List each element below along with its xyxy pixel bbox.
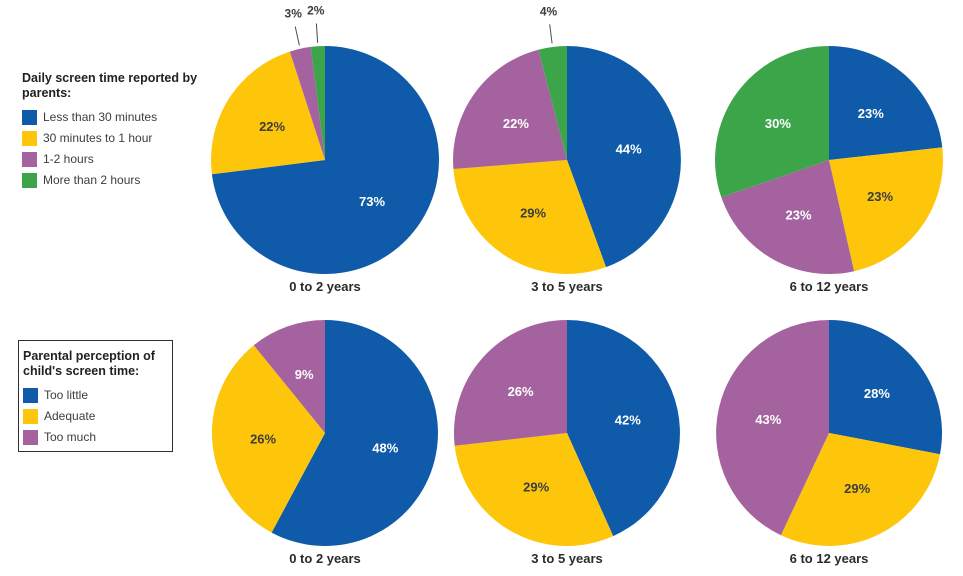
pie-slice-adequate [780,433,940,546]
legend-item-adequate: Adequate [23,408,166,424]
pie-screen-time-0-2-years: 73% 22% 3% 2% [170,0,480,325]
pie-svg: 73% 22% 3% 2% [211,3,439,274]
slice-label-inside: 23% [785,207,811,222]
pie-slice-30-minutes-to-1-hour [453,160,606,274]
pie-slice-30-minutes-to-1-hour [829,147,943,272]
pie-caption-0-2-years-row2: 0 to 2 years [289,551,361,566]
label-leader-line [549,24,553,44]
legend-perception-items: Too little Adequate Too much [23,387,166,445]
legend-swatch-1-2-hours [22,151,37,167]
pie-svg: 48% 26% 9% [211,319,438,546]
pie-slice-adequate [211,345,325,533]
legend-item-less-than-30-minutes: Less than 30 minutes [22,109,207,125]
pie-slice-1-2-hours [721,160,855,274]
pie-slice-less-than-30-minutes [829,46,943,160]
pie-slice-less-than-30-minutes [211,46,439,274]
legend-item-label: More than 2 hours [43,172,141,187]
slice-label-inside: 73% [359,194,385,209]
legend-swatch-30-minutes-to-1-hour [22,130,37,146]
slice-label-inside: 29% [520,205,546,220]
pie-perception-0-2-years: 48% 26% 9% [170,268,480,576]
slice-label-outside: 2% [307,3,325,17]
slice-label-inside: 43% [755,412,781,427]
legend-swatch-more-than-2-hours [22,172,37,188]
pie-svg: 28% 29% 43% [716,320,943,546]
slice-label-inside: 23% [867,189,893,204]
pie-perception-3-5-years: 42% 29% 26% [412,268,722,576]
slice-label-inside: 30% [765,116,791,131]
legend-item-label: Adequate [44,408,96,423]
legend-screen-time-title: Daily screen time reported by parents: [22,71,198,100]
legend-item-label: 1-2 hours [43,151,94,166]
label-leader-line [315,23,319,43]
slice-label-inside: 26% [508,384,534,399]
legend-swatch-adequate [23,408,38,424]
pie-slice-too-much [716,320,829,536]
pie-perception-6-12-years: 28% 29% 43% [674,268,963,576]
pie-slice-30-minutes-to-1-hour [211,51,325,175]
pie-slice-more-than-2-hours [538,46,567,160]
label-leader-line [294,26,300,46]
pie-svg: 44% 29% 22% 4% [453,4,681,274]
pie-caption-3-5-years-row1: 3 to 5 years [531,279,603,294]
legend-swatch-too-much [23,429,38,445]
pie-slice-too-much [453,320,567,446]
pie-slice-too-little [567,320,680,537]
slice-label-inside: 22% [259,119,285,134]
pie-slice-more-than-2-hours [715,46,829,198]
slice-label-inside: 48% [372,441,398,456]
pie-slice-adequate [454,433,614,546]
slice-label-inside: 9% [295,367,314,382]
slice-label-inside: 42% [615,413,641,428]
pie-caption-6-12-years-row1: 6 to 12 years [789,279,869,294]
slice-label-inside: 44% [616,142,642,157]
slice-label-inside: 22% [503,116,529,131]
pie-slice-1-2-hours [289,46,325,160]
pie-caption-6-12-years-row2: 6 to 12 years [789,551,869,566]
pie-svg: 23% 23% 23% 30% [715,46,943,274]
slice-label-inside: 29% [844,481,870,496]
pie-slice-too-little [829,320,943,455]
pie-screen-time-3-5-years: 44% 29% 22% 4% [412,0,722,325]
legend-item-label: Less than 30 minutes [43,109,158,124]
legend-item-label: Too little [44,387,89,402]
slice-label-inside: 28% [864,386,890,401]
legend-swatch-less-than-30-minutes [22,109,37,125]
legend-swatch-too-little [23,387,38,403]
legend-item-1-2-hours: 1-2 hours [22,151,207,167]
pie-slice-1-2-hours [453,49,567,170]
pie-svg: 42% 29% 26% [453,320,680,546]
slice-label-inside: 29% [523,480,549,495]
legend-item-too-much: Too much [23,429,166,445]
slice-label-outside: 3% [285,7,303,21]
legend-item-30-minutes-to-1-hour: 30 minutes to 1 hour [22,130,207,146]
pie-screen-time-6-12-years: 23% 23% 23% 30% [674,0,963,325]
slice-label-inside: 23% [858,106,884,121]
legend-perception: Parental perception of child's screen ti… [18,340,173,452]
pie-caption-3-5-years-row2: 3 to 5 years [531,551,603,566]
slice-label-inside: 26% [250,431,276,446]
pie-slice-less-than-30-minutes [567,46,681,268]
slice-label-outside: 4% [540,4,558,18]
pie-slice-too-little [271,320,438,546]
pie-caption-0-2-years-row1: 0 to 2 years [289,279,361,294]
legend-screen-time-items: Less than 30 minutes 30 minutes to 1 hour… [22,109,207,188]
pie-slice-too-much [253,319,325,433]
legend-item-too-little: Too little [23,387,166,403]
legend-perception-title: Parental perception of child's screen ti… [23,349,155,378]
legend-item-more-than-2-hours: More than 2 hours [22,172,207,188]
legend-item-label: 30 minutes to 1 hour [43,130,153,145]
pie-slice-more-than-2-hours [310,46,325,160]
legend-item-label: Too much [44,429,97,444]
legend-screen-time: Daily screen time reported by parents: L… [22,71,207,188]
